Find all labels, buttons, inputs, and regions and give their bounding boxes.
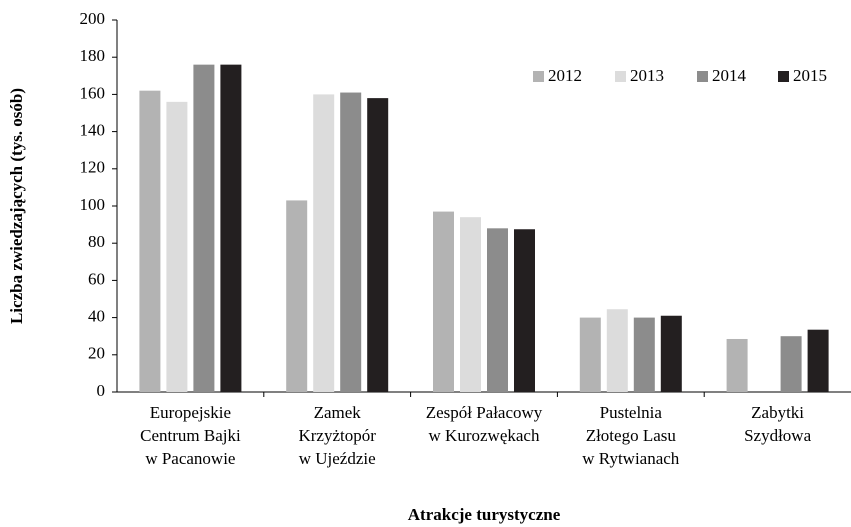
y-tick-label: 160 [80, 83, 106, 102]
x-tick-label: Złotego Lasu [586, 426, 677, 445]
x-tick-label: Europejskie [150, 403, 231, 422]
legend-swatch [533, 71, 544, 82]
bar [286, 200, 308, 392]
bar [220, 64, 242, 392]
y-tick-label: 60 [88, 269, 105, 288]
x-tick-label: Zabytki [751, 403, 804, 422]
x-axis-label: Atrakcje turystyczne [408, 505, 561, 524]
x-tick-label: Centrum Bajki [140, 426, 241, 445]
legend-label: 2014 [712, 66, 747, 85]
bar [514, 229, 535, 392]
bar [367, 98, 389, 393]
bar [193, 64, 215, 392]
bar [460, 217, 481, 392]
bar [579, 317, 601, 392]
y-tick-label: 140 [80, 121, 106, 140]
x-tick-label: Krzyżtopór [298, 426, 376, 445]
bar [487, 228, 508, 392]
y-tick-label: 20 [88, 344, 105, 363]
y-tick-label: 0 [97, 381, 106, 400]
y-tick-label: 40 [88, 307, 105, 326]
bar [139, 90, 161, 393]
x-tick-label: w Rytwianach [582, 449, 680, 468]
x-tick-label: w Ujeździe [299, 449, 376, 468]
y-axis-label: Liczba zwiedzających (tys. osób) [7, 88, 26, 324]
x-tick-label: Szydłowa [744, 426, 812, 445]
bar [633, 317, 655, 392]
bar [166, 101, 188, 392]
bar [340, 92, 362, 392]
bar [807, 329, 829, 392]
bar [433, 211, 454, 392]
legend-swatch [778, 71, 789, 82]
bar [313, 94, 335, 393]
bar [660, 315, 682, 392]
legend-label: 2013 [630, 66, 664, 85]
bar [606, 309, 628, 392]
y-tick-label: 200 [80, 9, 106, 28]
legend-swatch [615, 71, 626, 82]
y-tick-label: 180 [80, 46, 106, 65]
x-tick-label: Pustelnia [600, 403, 663, 422]
bar [726, 338, 748, 392]
x-tick-label: Zamek [314, 403, 362, 422]
x-tick-label: w Pacanowie [145, 449, 235, 468]
y-tick-label: 100 [80, 195, 106, 214]
legend-label: 2012 [548, 66, 582, 85]
x-tick-label: w Kurozwękach [429, 426, 540, 445]
legend-label: 2015 [793, 66, 827, 85]
y-tick-label: 80 [88, 232, 105, 251]
y-tick-label: 120 [80, 158, 106, 177]
bar [780, 336, 802, 392]
x-tick-label: Zespół Pałacowy [426, 403, 543, 422]
legend-swatch [697, 71, 708, 82]
